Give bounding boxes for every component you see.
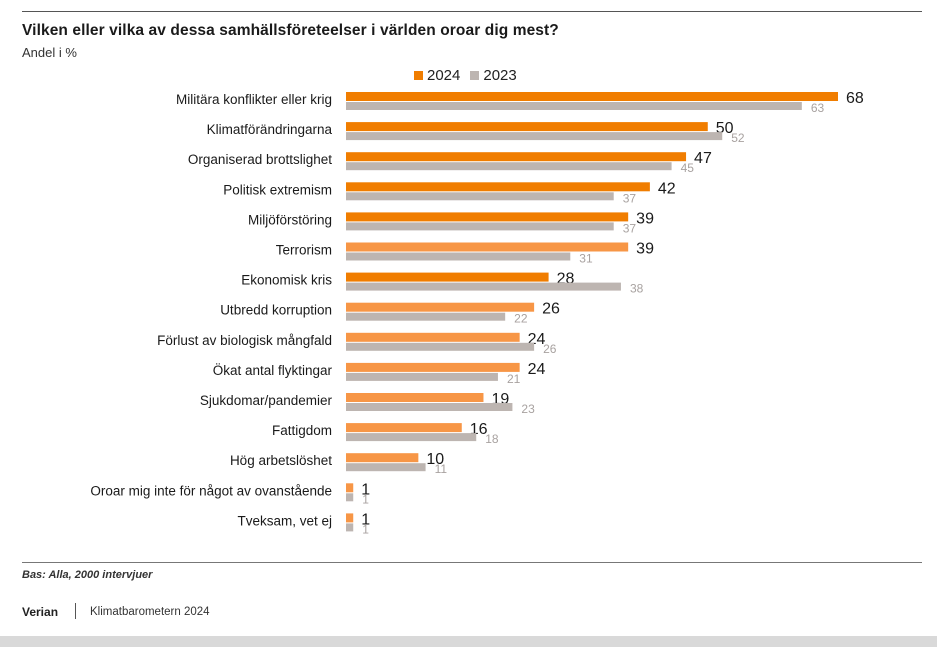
legend-swatch-2023 <box>470 71 480 80</box>
base-note: Bas: Alla, 2000 intervjuer <box>22 569 153 581</box>
legend-label-2023: 2023 <box>483 67 517 84</box>
value-label-2024: 26 <box>542 301 560 318</box>
bar-2024 <box>346 483 354 493</box>
category-label: Klimatförändringarna <box>207 122 333 137</box>
category-label: Tveksam, vet ej <box>237 513 332 528</box>
value-label-2023: 38 <box>630 282 644 296</box>
category-label: Oroar mig inte för något av ovanstående <box>90 483 332 498</box>
bar-2023 <box>346 523 354 532</box>
bar-2024 <box>346 92 838 101</box>
bar-2023 <box>346 312 506 321</box>
value-label-2024: 39 <box>636 241 654 258</box>
bar-2024 <box>346 182 650 192</box>
bar-2024 <box>346 212 629 222</box>
bar-2023 <box>346 252 571 261</box>
value-label-2023: 37 <box>623 191 637 205</box>
bar-2024 <box>346 393 484 402</box>
category-label: Utbredd korruption <box>220 303 332 318</box>
value-label-2023: 26 <box>543 342 557 356</box>
category-label: Miljöförstöring <box>248 212 332 227</box>
chart-legend: 2024 2023 <box>414 67 527 84</box>
bar-2024 <box>346 362 520 372</box>
bar-2023 <box>346 433 477 442</box>
bottom-band <box>0 636 937 647</box>
value-label-2024: 1 <box>361 481 370 498</box>
value-label-2024: 24 <box>528 361 546 378</box>
chart-title: Vilken eller vilka av dessa samhällsföre… <box>22 22 559 39</box>
value-label-2023: 52 <box>731 131 745 145</box>
bar-2023 <box>346 132 723 141</box>
bar-2023 <box>346 463 426 472</box>
category-label: Sjukdomar/pandemier <box>200 393 333 408</box>
value-label-2023: 37 <box>623 221 637 235</box>
bottom-rule <box>22 562 922 563</box>
bar-2024 <box>346 453 419 463</box>
bar-2023 <box>346 372 498 381</box>
value-label-2024: 1 <box>361 511 370 528</box>
bar-2023 <box>346 342 535 351</box>
category-label: Politisk extremism <box>223 182 332 197</box>
category-label: Organiserad brottslighet <box>188 152 332 167</box>
value-label-2023: 18 <box>485 432 499 446</box>
bar-2023 <box>346 282 621 291</box>
legend-label-2024: 2024 <box>427 67 461 84</box>
value-label-2024: 39 <box>636 210 654 227</box>
category-label: Ekonomisk kris <box>241 273 332 288</box>
brand-separator <box>75 603 76 619</box>
brand-name: Verian <box>22 605 59 619</box>
legend-swatch-2024 <box>414 71 423 80</box>
value-label-2023: 31 <box>579 252 593 266</box>
bar-2023 <box>346 493 354 502</box>
bar-2023 <box>346 222 614 231</box>
source-label: Klimatbarometern 2024 <box>90 606 210 618</box>
value-label-2023: 63 <box>811 101 825 115</box>
value-label-2024: 10 <box>426 451 444 468</box>
top-rule <box>22 11 922 12</box>
value-label-2023: 11 <box>435 462 448 476</box>
value-label-2024: 47 <box>694 150 712 167</box>
category-label: Militära konflikter eller krig <box>176 92 332 107</box>
bar-2023 <box>346 102 802 110</box>
bar-2024 <box>346 272 549 282</box>
category-label: Fattigdom <box>272 423 332 438</box>
category-label: Förlust av biologisk mångfald <box>157 333 332 348</box>
bar-2024 <box>346 423 462 433</box>
bar-2024 <box>346 513 354 523</box>
category-label: Ökat antal flyktingar <box>213 363 333 378</box>
legend-item-2024: 2024 <box>414 67 460 84</box>
bar-2024 <box>346 242 629 252</box>
category-label: Hög arbetslöshet <box>230 453 332 468</box>
value-label-2023: 21 <box>507 372 521 386</box>
bar-2024 <box>346 152 687 162</box>
category-label: Terrorism <box>276 243 332 258</box>
value-label-2023: 45 <box>681 161 695 175</box>
value-label-2023: 23 <box>521 402 535 416</box>
legend-item-2023: 2023 <box>470 67 517 84</box>
chart-subtitle: Andel i % <box>22 45 77 60</box>
bar-2024 <box>346 302 535 312</box>
bar-2024 <box>346 122 708 132</box>
bar-2024 <box>346 332 520 342</box>
bar-2023 <box>346 192 614 201</box>
value-label-2023: 1 <box>362 522 369 536</box>
bar-2023 <box>346 403 513 411</box>
bar-2023 <box>346 162 672 171</box>
value-label-2024: 68 <box>846 90 864 107</box>
value-label-2023: 22 <box>514 312 528 326</box>
value-label-2023: 1 <box>362 492 369 506</box>
value-label-2024: 42 <box>658 180 676 197</box>
bar-chart: Militära konflikter eller krig 68 63 Klimat… <box>90 90 864 536</box>
